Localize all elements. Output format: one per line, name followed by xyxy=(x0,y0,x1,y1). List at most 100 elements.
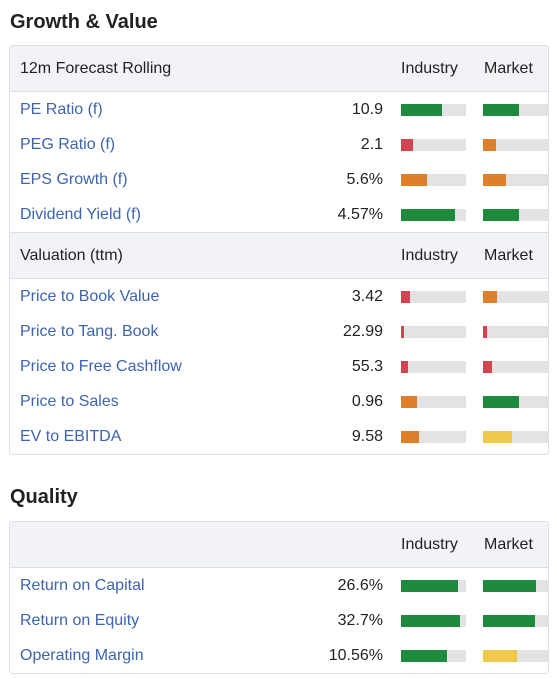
metric-link-pe-ratio-f[interactable]: PE Ratio (f) xyxy=(20,101,103,118)
metric-value: 55.3 xyxy=(351,358,383,375)
industry-bar-fill xyxy=(401,104,442,116)
market-comparison-bar xyxy=(483,361,548,373)
metric-link-price-to-free-cashflow[interactable]: Price to Free Cashflow xyxy=(20,358,182,375)
market-bar-fill xyxy=(483,650,517,662)
metric-row-ev-to-ebitda: EV to EBITDA 9.58 xyxy=(10,419,548,454)
metric-link-ev-to-ebitda[interactable]: EV to EBITDA xyxy=(20,428,122,445)
industry-bar-fill xyxy=(401,209,455,221)
forecast-header-label: 12m Forecast Rolling xyxy=(20,60,172,77)
metric-value: 10.56% xyxy=(328,647,383,664)
quality-rows: Return on Capital 26.6% Return on Equity 32… xyxy=(10,568,548,673)
metric-row-price-to-free-cashflow: Price to Free Cashflow 55.3 xyxy=(10,349,548,384)
metric-row-dividend-yield-f: Dividend Yield (f) 4.57% xyxy=(10,197,548,232)
metric-row-price-to-book-value: Price to Book Value 3.42 xyxy=(10,279,548,314)
industry-bar-fill xyxy=(401,615,461,627)
industry-column-label: Industry xyxy=(401,60,458,77)
industry-comparison-bar xyxy=(401,174,466,186)
metric-value: 2.1 xyxy=(360,136,383,153)
valuation-rows: Price to Book Value 3.42 Price to Tang. Bo… xyxy=(10,279,548,454)
quality-header-row: Industry Market xyxy=(10,522,548,568)
industry-bar-fill xyxy=(401,396,417,408)
metric-row-return-on-equity: Return on Equity 32.7% xyxy=(10,603,548,638)
industry-bar-fill xyxy=(401,650,448,662)
market-bar-fill xyxy=(483,396,520,408)
industry-column-label: Industry xyxy=(401,247,458,264)
metric-value: 26.6% xyxy=(337,577,383,594)
market-comparison-bar xyxy=(483,431,548,443)
metric-row-eps-growth-f: EPS Growth (f) 5.6% xyxy=(10,162,548,197)
industry-comparison-bar xyxy=(401,139,466,151)
market-column-label: Market xyxy=(484,536,533,553)
industry-comparison-bar xyxy=(401,615,466,627)
metric-link-price-to-book-value[interactable]: Price to Book Value xyxy=(20,288,160,305)
industry-comparison-bar xyxy=(401,396,466,408)
market-comparison-bar xyxy=(483,209,548,221)
industry-bar-fill xyxy=(401,326,404,338)
metric-value: 4.57% xyxy=(337,206,383,223)
industry-comparison-bar xyxy=(401,209,466,221)
market-bar-fill xyxy=(483,139,496,151)
market-bar-fill xyxy=(483,431,513,443)
market-bar-fill xyxy=(483,209,520,221)
quality-title: Quality xyxy=(10,486,78,508)
industry-comparison-bar xyxy=(401,361,466,373)
market-column-label: Market xyxy=(484,247,533,264)
growth-value-card: 12m Forecast Rolling Industry Market PE … xyxy=(9,45,549,455)
market-comparison-bar xyxy=(483,104,548,116)
metric-row-price-to-tang-book: Price to Tang. Book 22.99 xyxy=(10,314,548,349)
industry-bar-fill xyxy=(401,580,459,592)
industry-bar-fill xyxy=(401,174,427,186)
metric-row-operating-margin: Operating Margin 10.56% xyxy=(10,638,548,673)
market-bar-fill xyxy=(483,615,535,627)
market-comparison-bar xyxy=(483,326,548,338)
market-bar-fill xyxy=(483,361,493,373)
market-comparison-bar xyxy=(483,139,548,151)
market-comparison-bar xyxy=(483,615,548,627)
market-bar-fill xyxy=(483,326,487,338)
industry-comparison-bar xyxy=(401,431,466,443)
forecast-header-row: 12m Forecast Rolling Industry Market xyxy=(10,46,548,92)
market-bar-fill xyxy=(483,104,519,116)
market-bar-fill xyxy=(483,174,506,186)
metric-link-price-to-sales[interactable]: Price to Sales xyxy=(20,393,119,410)
metric-row-price-to-sales: Price to Sales 0.96 xyxy=(10,384,548,419)
market-comparison-bar xyxy=(483,174,548,186)
market-bar-fill xyxy=(483,291,498,303)
industry-bar-fill xyxy=(401,361,408,373)
market-comparison-bar xyxy=(483,650,548,662)
metric-link-price-to-tang-book[interactable]: Price to Tang. Book xyxy=(20,323,159,340)
industry-column-label: Industry xyxy=(401,536,458,553)
metric-row-return-on-capital: Return on Capital 26.6% xyxy=(10,568,548,603)
metric-value: 0.96 xyxy=(351,393,383,410)
metric-link-eps-growth-f[interactable]: EPS Growth (f) xyxy=(20,171,128,188)
metric-value: 10.9 xyxy=(351,101,383,118)
metric-value: 32.7% xyxy=(337,612,383,629)
industry-comparison-bar xyxy=(401,326,466,338)
metric-value: 3.42 xyxy=(351,288,383,305)
industry-comparison-bar xyxy=(401,580,466,592)
industry-comparison-bar xyxy=(401,291,466,303)
industry-bar-fill xyxy=(401,431,419,443)
industry-bar-fill xyxy=(401,291,411,303)
metric-link-return-on-equity[interactable]: Return on Equity xyxy=(20,612,140,629)
metric-link-return-on-capital[interactable]: Return on Capital xyxy=(20,577,145,594)
metric-link-operating-margin[interactable]: Operating Margin xyxy=(20,647,144,664)
quality-card: Industry Market Return on Capital 26.6% Re… xyxy=(9,521,549,674)
market-comparison-bar xyxy=(483,580,548,592)
metric-row-peg-ratio-f: PEG Ratio (f) 2.1 xyxy=(10,127,548,162)
metric-value: 5.6% xyxy=(346,171,383,188)
market-comparison-bar xyxy=(483,291,548,303)
industry-bar-fill xyxy=(401,139,413,151)
valuation-header-row: Valuation (ttm) Industry Market xyxy=(10,232,548,279)
metric-value: 22.99 xyxy=(342,323,383,340)
metric-value: 9.58 xyxy=(351,428,383,445)
forecast-rows: PE Ratio (f) 10.9 PEG Ratio (f) 2.1 EPS Grow… xyxy=(10,92,548,232)
growth-value-title: Growth & Value xyxy=(10,11,158,33)
metric-link-dividend-yield-f[interactable]: Dividend Yield (f) xyxy=(20,206,141,223)
market-bar-fill xyxy=(483,580,537,592)
metric-row-pe-ratio-f: PE Ratio (f) 10.9 xyxy=(10,92,548,127)
market-column-label: Market xyxy=(484,60,533,77)
metric-link-peg-ratio-f[interactable]: PEG Ratio (f) xyxy=(20,136,116,153)
industry-comparison-bar xyxy=(401,104,466,116)
valuation-header-label: Valuation (ttm) xyxy=(20,247,123,264)
